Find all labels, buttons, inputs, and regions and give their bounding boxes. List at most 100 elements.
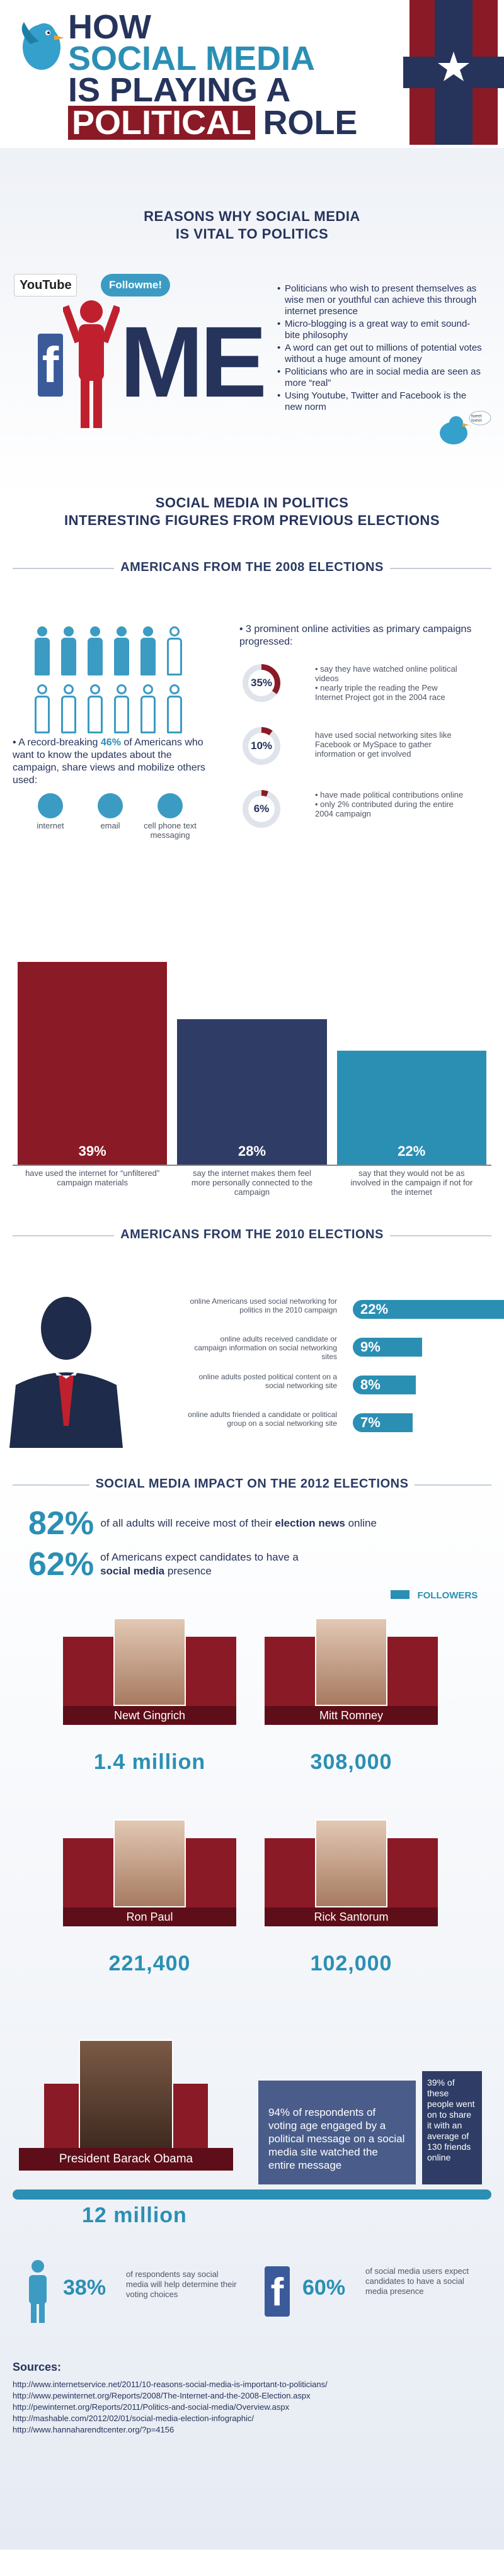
- bar-categories: have used the internet for “unfiltered” …: [13, 1168, 491, 1206]
- stat-pie: 35%: [243, 664, 280, 702]
- candidate-followers: 221,400: [108, 1952, 191, 1975]
- facebook-f-icon: f: [38, 334, 63, 397]
- media-label: email: [100, 821, 120, 830]
- person-outline-icon: [88, 684, 103, 735]
- stat-pct: 6%: [248, 796, 275, 822]
- politics-heading: SOCIAL MEDIA IN POLITICS INTERESTING FIG…: [0, 494, 504, 532]
- title-line-3: IS PLAYING A: [68, 71, 291, 109]
- candidate-name: Ron Paul: [63, 1907, 236, 1926]
- reason-item: Politicians who wish to present themselv…: [277, 283, 485, 317]
- obama-followers: 12 million: [82, 2203, 187, 2227]
- internet-media: internet: [28, 793, 72, 830]
- source-link[interactable]: http://www.internetservice.net/2011/10-r…: [13, 2380, 328, 2389]
- e2010-section: online Americans used social networking …: [0, 1265, 504, 1454]
- stat-pie: 10%: [243, 727, 280, 765]
- candidate-followers: 1.4 million: [93, 1750, 206, 1774]
- stat-row: 10% have used social networking sites li…: [243, 727, 495, 777]
- e2010-heading-wrap: AMERICANS FROM THE 2010 ELECTIONS: [0, 1228, 504, 1259]
- candidate-card: Rick Santorum: [265, 1819, 438, 1945]
- activities-intro: • 3 prominent online activities as prima…: [239, 624, 472, 647]
- candidate-photo: [315, 1618, 387, 1706]
- e2010-rows: online Americans used social networking …: [113, 1265, 504, 1454]
- final-60-pct: 60%: [302, 2276, 346, 2300]
- candidate-card: Newt Gingrich: [63, 1618, 236, 1744]
- person-outline-icon: [61, 684, 76, 735]
- businessman-silhouette: [3, 1291, 129, 1448]
- reason-item: Micro-blogging is a great way to emit so…: [277, 319, 485, 341]
- bar-area: 39% 28% 22%: [13, 951, 491, 1165]
- title-line-2: SOCIAL MEDIA: [68, 40, 316, 77]
- final-60-text: of social media users expect candidates …: [365, 2266, 469, 2296]
- reason-item: Politicians who are in social media are …: [277, 366, 485, 389]
- final-38-text: of respondents say social media will hel…: [126, 2269, 237, 2299]
- phone-icon: [158, 793, 183, 818]
- sources: Sources: http://www.internetservice.net/…: [13, 2361, 491, 2436]
- e2010-pct: 7%: [360, 1415, 381, 1430]
- e2008-heading-wrap: AMERICANS FROM THE 2008 ELECTIONS: [0, 560, 504, 592]
- followme-badge: Followme!: [101, 274, 170, 297]
- obama-photo: [79, 2040, 173, 2150]
- source-link[interactable]: http://pewinternet.org/Reports/2011/Poli…: [13, 2402, 290, 2412]
- e2010-bar: 7%: [353, 1413, 413, 1432]
- e2010-pct: 9%: [360, 1339, 381, 1355]
- candidate-name: Newt Gingrich: [63, 1706, 236, 1725]
- bar-3: [336, 1050, 486, 1165]
- person-icon: [35, 626, 50, 677]
- source-link[interactable]: http://www.pewinternet.org/Reports/2008/…: [13, 2391, 311, 2400]
- stat-62: 62% of Americans expect candidates to ha…: [28, 1546, 299, 1583]
- stat-row: 6% • have made political contributions o…: [243, 790, 495, 840]
- bird-icon: [11, 13, 71, 82]
- e2010-bar: 22%: [353, 1300, 504, 1319]
- stat-82: 82% of all adults will receive most of t…: [28, 1505, 377, 1542]
- candidate-photo: [315, 1819, 387, 1907]
- person-outline-icon: [140, 684, 156, 735]
- stat-row: 35% • say they have watched online polit…: [243, 664, 495, 715]
- source-link[interactable]: http://www.hannaharendtcenter.org/?p=415…: [13, 2425, 175, 2434]
- e2010-pct: 8%: [360, 1377, 381, 1393]
- e2008-heading: AMERICANS FROM THE 2008 ELECTIONS: [114, 560, 390, 574]
- bar-2: [177, 1019, 327, 1165]
- followers-label: FOLLOWERS: [417, 1590, 478, 1601]
- title-line-1: HOW: [68, 8, 151, 46]
- politics-heading-1: SOCIAL MEDIA IN POLITICS: [155, 495, 349, 511]
- bar-category-label: say the internet makes them feel more pe…: [191, 1168, 313, 1197]
- reasons-heading-2: IS VITAL TO POLITICS: [175, 226, 329, 242]
- reason-item: A word can get out to millions of potent…: [277, 342, 485, 365]
- facebook-f-icon: f: [265, 2266, 290, 2317]
- stat-text: • only 2% contributed during the entire …: [315, 799, 454, 818]
- stat-text: • say they have watched online political…: [315, 664, 457, 683]
- followers-legend: FOLLOWERS: [391, 1590, 478, 1602]
- e2010-bar: 9%: [353, 1338, 422, 1357]
- sms-media: cell phone text messaging: [135, 793, 205, 840]
- person-icon: [114, 626, 129, 677]
- e2010-text: online adults friended a candidate or po…: [188, 1410, 337, 1428]
- globe-icon: [38, 793, 63, 818]
- stat-text: • nearly triple the reading the Pew Inte…: [315, 683, 445, 702]
- obama-card: President Barack Obama: [19, 2040, 233, 2184]
- e2010-bar: 8%: [353, 1376, 416, 1394]
- source-link[interactable]: http://mashable.com/2012/02/01/social-me…: [13, 2414, 254, 2423]
- reasons-heading-1: REASONS WHY SOCIAL MEDIA: [144, 208, 360, 224]
- youtube-logo: YouTube: [14, 274, 77, 297]
- candidate-name: Mitt Romney: [265, 1706, 438, 1725]
- obama-stat-94: 94% of respondents of voting age engaged…: [258, 2081, 416, 2184]
- reasons-section: REASONS WHY SOCIAL MEDIA IS VITAL TO POL…: [0, 148, 504, 494]
- e2008-section: • A record-breaking 46% of Americans who…: [0, 623, 504, 925]
- obama-name: President Barack Obama: [19, 2148, 233, 2171]
- candidate-card: Ron Paul: [63, 1819, 236, 1945]
- sources-heading: Sources:: [13, 2361, 62, 2373]
- legend-swatch: [391, 1590, 410, 1599]
- candidate-card: Mitt Romney: [265, 1618, 438, 1744]
- me-letters: ME: [120, 305, 267, 418]
- media-label: cell phone text messaging: [144, 821, 197, 840]
- person-outline-icon: [167, 626, 182, 677]
- e2010-pct: 22%: [360, 1301, 389, 1317]
- bar-chart: 39% 28% 22% have used the internet for “un…: [0, 951, 504, 1215]
- person-outline-icon: [114, 684, 129, 735]
- person-outline-icon: [167, 684, 182, 735]
- stat-62-pct: 62%: [28, 1546, 94, 1583]
- stat-pct: 10%: [248, 733, 275, 759]
- obama-stat-39: 39% of these people went on to share it …: [422, 2071, 482, 2184]
- stat-pie: 6%: [243, 790, 280, 828]
- bar-category-label: have used the internet for “unfiltered” …: [25, 1168, 160, 1187]
